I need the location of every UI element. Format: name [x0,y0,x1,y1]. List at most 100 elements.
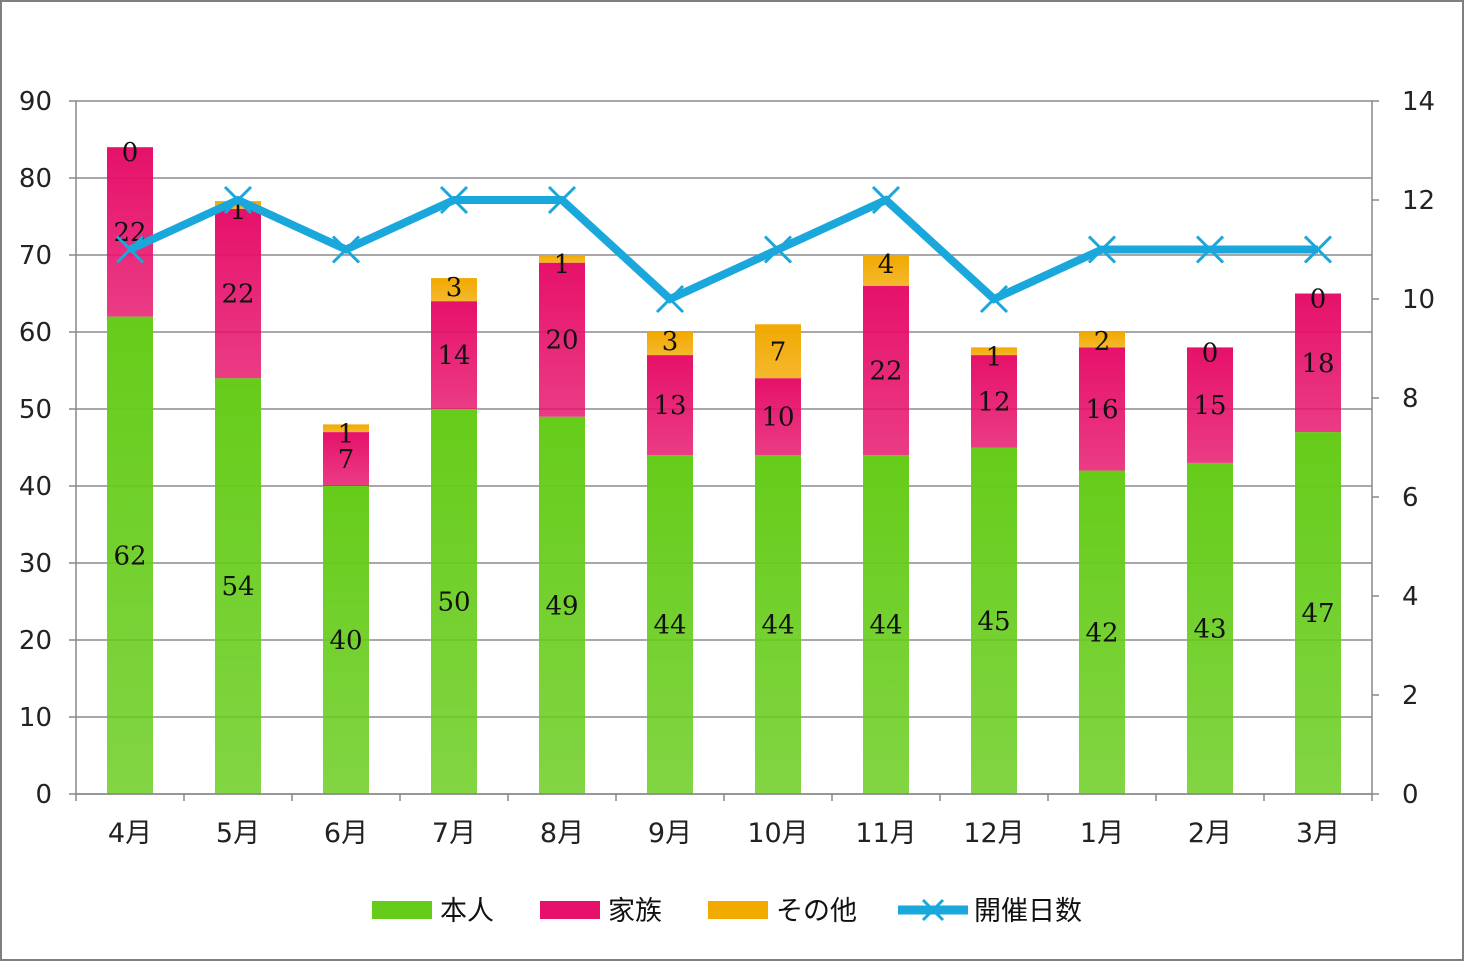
right-tick-label: 10 [1402,285,1435,315]
data-label-0-6: 44 [761,611,794,641]
left-tick-label: 60 [19,318,52,348]
data-label-2-0: 0 [122,138,139,168]
bar-1-0 [107,147,153,317]
right-tick-label: 2 [1402,681,1419,711]
legend: 本人 家族 その他 開催日数 [372,896,1082,927]
data-label-1-8: 12 [977,387,1010,417]
left-tick-label: 80 [19,164,52,194]
bar-0-0 [107,316,153,794]
bar-0-11 [1295,432,1341,794]
data-label-2-8: 1 [986,342,1003,372]
category-label: 12月 [963,818,1024,849]
marker-3-5 [655,284,685,314]
bar-0-8 [971,447,1017,794]
marker-3-10 [1195,235,1225,264]
data-label-0-4: 49 [545,591,578,621]
legend-label-2: その他 [776,896,857,927]
bar-1-4 [539,262,585,417]
category-label: 1月 [1080,818,1124,849]
left-tick-label: 50 [19,395,52,425]
data-label-2-3: 3 [446,273,463,303]
legend-label-3: 開催日数 [974,896,1082,927]
bar-1-7 [863,285,909,456]
data-label-1-5: 13 [653,391,686,421]
left-tick-label: 10 [19,703,52,733]
data-label-0-11: 47 [1301,599,1334,629]
marker-3-6 [763,235,793,264]
legend-swatch-0 [372,901,432,919]
data-label-0-10: 43 [1193,614,1226,644]
bar-1-3 [431,301,477,409]
bar-data-labels: 6222054221407150143492014413344107442244… [113,138,1334,656]
left-tick-label: 30 [19,549,52,579]
category-label: 7月 [432,818,476,849]
line-series [115,185,1333,314]
category-label: 8月 [540,818,584,849]
legend-label-1: 家族 [608,896,662,927]
bar-2-4 [539,255,585,263]
gridlines [76,100,1372,795]
data-label-0-2: 40 [329,626,362,656]
legend-label-0: 本人 [440,896,494,927]
data-label-0-8: 45 [977,607,1010,637]
bar-0-7 [863,455,909,794]
marker-3-2 [331,235,361,264]
left-tick-label: 0 [35,780,52,810]
bar-0-5 [647,455,693,794]
bar-1-10 [1187,347,1233,463]
right-tick-label: 12 [1402,186,1435,216]
data-label-2-9: 2 [1094,327,1111,357]
data-label-1-6: 10 [761,403,794,433]
data-label-0-1: 54 [221,572,254,602]
data-label-1-3: 14 [437,341,470,371]
category-label: 5月 [216,818,260,849]
category-label: 4月 [108,818,152,849]
left-tick-label: 20 [19,626,52,656]
marker-3-11 [1303,235,1333,264]
bar-0-2 [323,486,369,794]
data-label-2-4: 1 [554,250,571,280]
bar-2-5 [647,332,693,356]
bar-2-1 [215,201,261,209]
legend-swatch-1 [540,901,600,919]
marker-3-4 [547,185,577,215]
data-label-0-5: 44 [653,611,686,641]
bar-2-9 [1079,332,1125,348]
right-tick-label: 14 [1402,87,1435,117]
bar-0-3 [431,409,477,794]
data-label-0-9: 42 [1085,618,1118,648]
category-label: 11月 [855,818,916,849]
data-label-2-11: 0 [1310,285,1327,315]
bar-0-4 [539,416,585,794]
bar-1-9 [1079,347,1125,471]
left-tick-label: 70 [19,241,52,271]
data-label-2-7: 4 [878,250,895,280]
legend-swatch-2 [708,901,768,919]
left-tick-label: 40 [19,472,52,502]
bar-0-1 [215,378,261,794]
legend-marker-3 [921,898,945,922]
data-label-1-11: 18 [1301,349,1334,379]
bar-0-6 [755,455,801,794]
data-label-2-5: 3 [662,327,679,357]
bar-1-8 [971,355,1017,448]
right-tick-label: 8 [1402,384,1419,414]
data-label-1-9: 16 [1085,395,1118,425]
bar-0-10 [1187,462,1233,794]
right-tick-label: 6 [1402,483,1419,513]
category-label: 6月 [324,818,368,849]
left-tick-label: 90 [19,87,52,117]
data-label-1-10: 15 [1193,391,1226,421]
marker-3-3 [439,185,469,215]
data-label-1-4: 20 [545,326,578,356]
bar-1-1 [215,208,261,379]
marker-3-8 [979,284,1009,314]
line-3 [128,195,1318,304]
data-label-0-3: 50 [437,588,470,618]
bar-1-11 [1295,293,1341,433]
bar-2-3 [431,278,477,302]
category-label: 2月 [1188,818,1232,849]
bar-series [107,147,1341,794]
